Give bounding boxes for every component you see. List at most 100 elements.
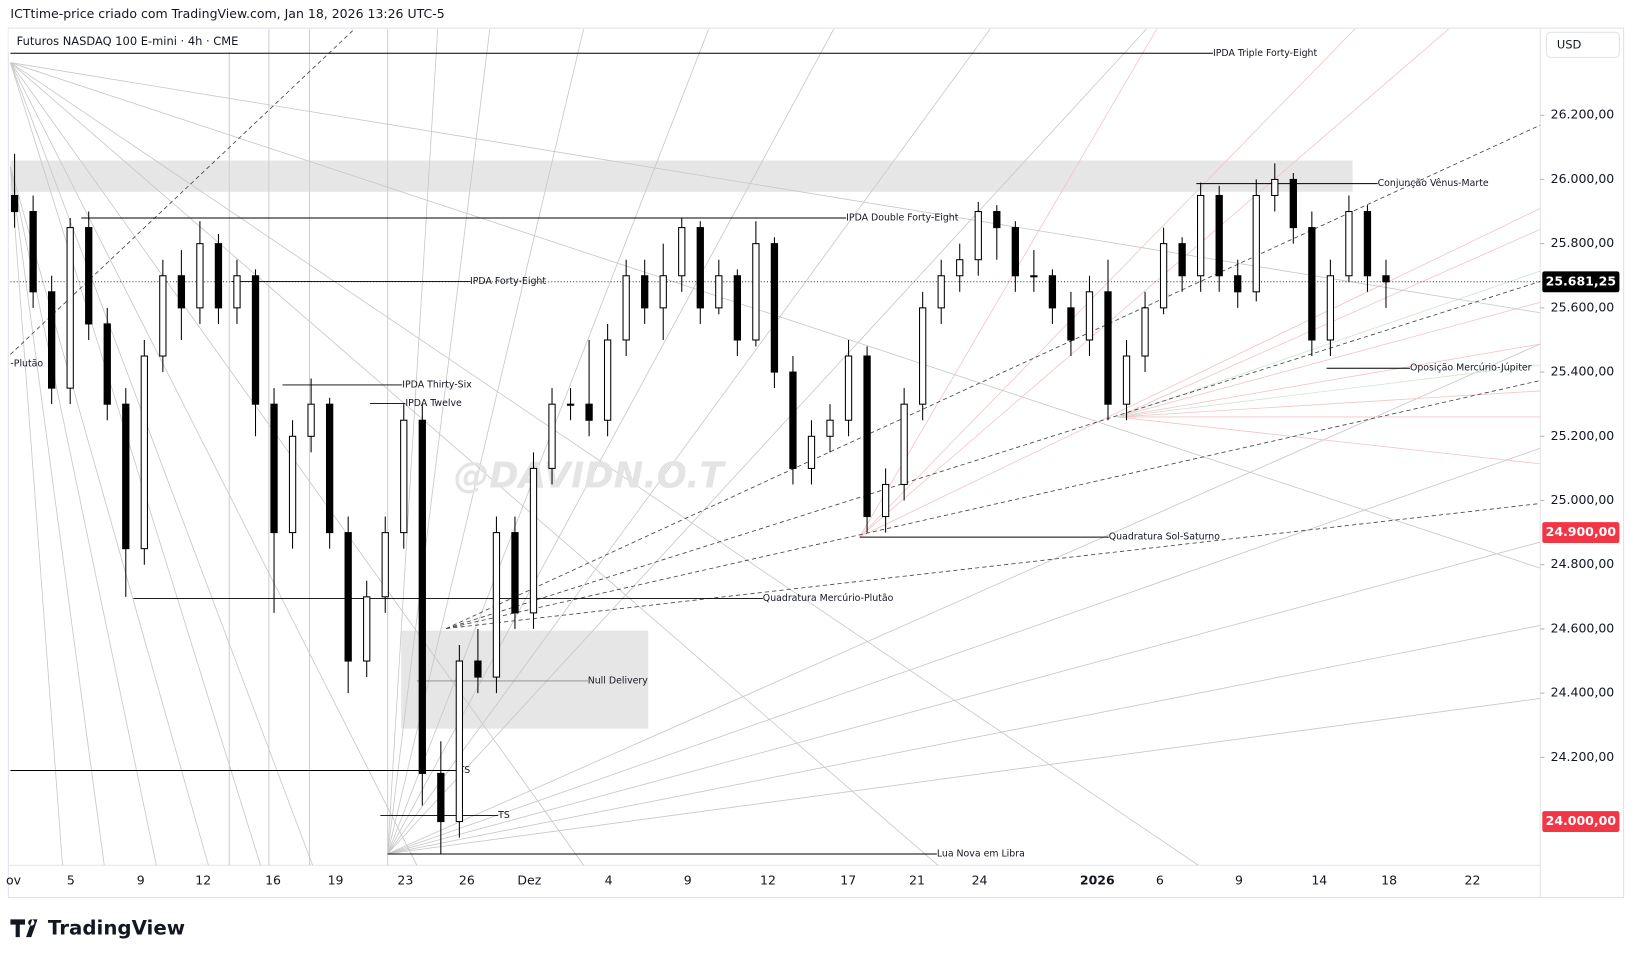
- candle-body: [770, 243, 779, 373]
- candle-body: [529, 467, 538, 614]
- y-tick-label: 25.800,00: [1551, 235, 1615, 250]
- candle-body: [307, 403, 315, 437]
- candle-body: [1363, 211, 1372, 277]
- fan-line: [387, 343, 1541, 855]
- x-tick-label: 9: [684, 872, 692, 887]
- fan-line: [10, 166, 63, 866]
- level-label: -Plutão: [10, 359, 43, 370]
- caption: ICTtime-price criado com TradingView.com…: [10, 6, 444, 21]
- candle-body: [659, 275, 667, 309]
- level-label: IPDA Thirty-Six: [402, 379, 472, 390]
- price-label: 25.681,25: [1546, 273, 1616, 288]
- level-label: Null Delivery: [588, 675, 649, 686]
- y-tick-label: 24.200,00: [1551, 749, 1615, 764]
- candle-body: [1289, 178, 1297, 229]
- price-label-box: [1542, 271, 1620, 293]
- fan-line: [445, 380, 1541, 629]
- candle-body: [122, 403, 130, 550]
- x-tick-label: 5: [67, 872, 75, 887]
- x-tick-label: 18: [1381, 872, 1397, 887]
- candle-body: [844, 355, 853, 421]
- level-label: IPDA Triple Forty-Eight: [1213, 48, 1317, 59]
- x-tick-label: 24: [972, 872, 988, 887]
- price-label: 24.900,00: [1546, 524, 1617, 539]
- candle-body: [10, 194, 19, 213]
- level-label: IPDA Double Forty-Eight: [846, 212, 959, 223]
- candle-body: [437, 772, 445, 823]
- chart-frame: [7, 27, 1625, 899]
- x-tick-label: 9: [1235, 872, 1243, 887]
- watermark: @DAVIDN.O.T: [454, 455, 727, 496]
- level-label: TS: [458, 765, 471, 776]
- candle-body: [363, 596, 371, 662]
- price-label-box: [1542, 522, 1620, 544]
- currency-box[interactable]: [1545, 31, 1620, 58]
- fan-line: [445, 503, 1541, 630]
- candle-body: [381, 532, 389, 598]
- candle-body: [1178, 243, 1186, 277]
- level-label: Quadratura Sol-Saturno: [1109, 532, 1220, 543]
- candle-body: [1067, 307, 1075, 341]
- drawings: [10, 28, 1541, 866]
- fan-line: [387, 698, 1541, 855]
- fan-line: [1117, 343, 1541, 418]
- y-tick-label: 24.400,00: [1551, 685, 1615, 700]
- candle-body: [251, 275, 260, 405]
- candle-body: [1159, 243, 1168, 309]
- fan-line: [10, 62, 1199, 866]
- price-label-box: [1542, 811, 1620, 832]
- candle-body: [863, 355, 871, 518]
- candle-body: [566, 403, 575, 406]
- candle-body: [29, 211, 37, 293]
- candle-body: [214, 243, 223, 309]
- candle-body: [1048, 275, 1057, 309]
- fan-line: [859, 28, 1449, 538]
- candle-body: [177, 275, 186, 309]
- fan-line: [859, 28, 1158, 538]
- candle-body: [1308, 227, 1316, 341]
- candle-body: [85, 227, 93, 325]
- candle-body: [1141, 307, 1149, 357]
- fan-line: [10, 62, 939, 866]
- fan-line: [387, 28, 991, 855]
- x-tick-label: ov: [6, 872, 22, 887]
- candle-body: [159, 275, 167, 357]
- price-label: 24.000,00: [1546, 813, 1617, 828]
- x-tick-label: 4: [605, 872, 613, 887]
- candle-body: [826, 419, 834, 437]
- candle-body: [1085, 291, 1094, 341]
- fan-line: [859, 28, 1356, 538]
- candle-body: [1215, 194, 1223, 277]
- level-label: IPDA Twelve: [405, 398, 462, 409]
- candle-body: [455, 660, 464, 823]
- plot: 24.200,00 24.400,00 24.600,00 24.800,00 25.0…: [6, 48, 1620, 887]
- candle-body: [418, 419, 426, 774]
- candle-body: [1011, 227, 1019, 277]
- candle-body: [733, 275, 741, 341]
- candle-body: [1197, 194, 1205, 277]
- x-tick-label: 12: [760, 872, 776, 887]
- candle-body: [66, 227, 74, 389]
- candle-body: [1234, 275, 1242, 293]
- fan-line: [1117, 301, 1541, 418]
- candle-body: [752, 243, 760, 341]
- x-tick-label: 21: [909, 872, 925, 887]
- candle-body: [1326, 275, 1335, 341]
- candle-body: [622, 275, 630, 341]
- y-tick-label: 24.600,00: [1551, 620, 1615, 635]
- fan-line: [445, 124, 1541, 629]
- candle-body: [344, 532, 352, 662]
- fan-line: [859, 208, 1541, 538]
- candle-body: [325, 403, 334, 534]
- candle-body: [603, 339, 612, 421]
- candle-body: [696, 227, 704, 309]
- x-tick-label: 9: [137, 872, 145, 887]
- currency: USD: [1557, 37, 1582, 51]
- candle-body: [1345, 211, 1353, 277]
- fan-line: [10, 62, 314, 866]
- candle-body: [1382, 275, 1390, 283]
- y-tick-label: 25.600,00: [1551, 299, 1615, 314]
- fan-line: [387, 447, 1541, 855]
- candle-body: [548, 403, 556, 469]
- level-label: TS: [497, 810, 510, 821]
